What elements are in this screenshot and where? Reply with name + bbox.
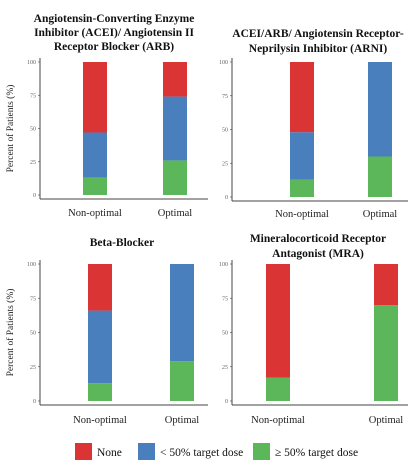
bar-segment-none: [374, 264, 398, 306]
legend: None < 50% target dose ≥ 50% target dose: [75, 443, 358, 460]
y-tick-label: 25: [30, 160, 36, 166]
bar-segment-high: [170, 361, 194, 401]
chart-title-line: Beta-Blocker: [90, 237, 155, 249]
y-tick-label: 100: [219, 262, 228, 268]
bar-segment-low: [83, 132, 107, 178]
y-axis-label: Percent of Patients (%): [5, 85, 16, 173]
bar-segment-none: [163, 62, 187, 97]
y-tick-label: 100: [219, 60, 228, 66]
bar-segment-high: [163, 160, 187, 195]
y-tick-label: 75: [222, 94, 228, 100]
chart-panel-1: Angiotensin-Converting Enzyme Inhibitor (…: [5, 13, 208, 219]
legend-label-low: < 50% target dose: [160, 447, 243, 459]
bar-segment-high: [290, 179, 314, 197]
chart-panel-2: ACEI/ARB/ Angiotensin Receptor- Neprilysi…: [219, 28, 408, 220]
legend-label-none: None: [97, 447, 122, 459]
x-category-label: Optimal: [369, 415, 403, 426]
x-category-label: Optimal: [165, 415, 199, 426]
x-category-label: Non-optimal: [251, 415, 305, 426]
bar-segment-high: [368, 156, 392, 197]
y-tick-label: 100: [27, 60, 36, 66]
legend-swatch-high: [253, 443, 270, 460]
bar-segment-high: [266, 377, 290, 401]
bar-segment-low: [170, 264, 194, 362]
y-tick-label: 25: [222, 365, 228, 371]
y-tick-label: 100: [27, 262, 36, 268]
bar-segment-none: [88, 264, 112, 311]
chart-title-line: Angiotensin-Converting Enzyme: [34, 13, 195, 25]
bar-segment-none: [290, 62, 314, 133]
y-tick-label: 75: [30, 93, 36, 99]
y-tick-label: 75: [30, 296, 36, 302]
legend-swatch-low: [138, 443, 155, 460]
legend-swatch-none: [75, 443, 92, 460]
x-category-label: Optimal: [363, 209, 397, 220]
y-tick-label: 0: [33, 399, 36, 405]
chart-title-line: Neprilysin Inhibitor (ARNI): [249, 43, 388, 55]
chart-title-line: Mineralocorticoid Receptor: [250, 233, 386, 245]
chart-title-line: Receptor Blocker (ARB): [54, 41, 174, 53]
chart-title-line: Antagonist (MRA): [272, 248, 364, 260]
y-tick-label: 75: [222, 296, 228, 302]
chart-panel-3: Beta-Blocker 0 25 50 75 100 Percent of Patient…: [5, 237, 208, 426]
chart-panel-4: Mineralocorticoid Receptor Antagonist (MR…: [219, 233, 408, 426]
bar-segment-low: [368, 62, 392, 157]
bar-segment-low: [88, 310, 112, 384]
bar-segment-high: [374, 305, 398, 401]
y-tick-label: 0: [225, 399, 228, 405]
x-category-label: Optimal: [158, 208, 192, 219]
chart-title-line: Inhibitor (ACEI)/ Angiotensin II: [34, 27, 194, 39]
chart-title-line: ACEI/ARB/ Angiotensin Receptor-: [232, 28, 404, 40]
bar-segment-high: [88, 383, 112, 401]
y-tick-label: 50: [222, 331, 228, 337]
bar-segment-none: [266, 264, 290, 378]
y-axis-label: Percent of Patients (%): [5, 289, 16, 377]
y-tick-label: 50: [30, 331, 36, 337]
bar-segment-none: [83, 62, 107, 133]
bar-segment-high: [83, 177, 107, 195]
y-tick-label: 0: [33, 193, 36, 199]
bar-segment-low: [290, 132, 314, 180]
x-category-label: Non-optimal: [68, 208, 122, 219]
y-tick-label: 25: [30, 365, 36, 371]
y-tick-label: 50: [30, 127, 36, 133]
y-tick-label: 50: [222, 128, 228, 134]
legend-label-high: ≥ 50% target dose: [275, 447, 358, 459]
x-category-label: Non-optimal: [73, 415, 127, 426]
bar-segment-low: [163, 96, 187, 161]
y-tick-label: 25: [222, 161, 228, 167]
x-category-label: Non-optimal: [275, 209, 329, 220]
y-tick-label: 0: [225, 195, 228, 201]
